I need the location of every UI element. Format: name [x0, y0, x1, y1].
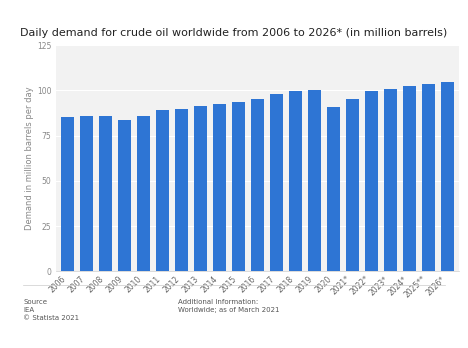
Bar: [99, 116, 112, 271]
Bar: [365, 92, 378, 271]
Bar: [289, 91, 302, 271]
Text: Additional Information:
Worldwide; as of March 2021: Additional Information: Worldwide; as of…: [178, 299, 279, 313]
Bar: [175, 109, 188, 271]
Bar: [156, 110, 169, 271]
Bar: [118, 120, 131, 271]
Y-axis label: Demand in million barrels per day: Demand in million barrels per day: [25, 87, 34, 230]
Bar: [213, 104, 226, 271]
Bar: [422, 84, 435, 271]
Bar: [440, 82, 454, 271]
Text: Source
IEA
© Statista 2021: Source IEA © Statista 2021: [23, 299, 80, 321]
Bar: [402, 86, 416, 271]
Bar: [270, 94, 283, 271]
Bar: [137, 116, 150, 271]
Bar: [308, 90, 321, 271]
Bar: [346, 98, 359, 271]
Bar: [251, 98, 264, 271]
Bar: [232, 102, 245, 271]
Bar: [80, 116, 93, 271]
Bar: [384, 89, 397, 271]
Bar: [327, 107, 340, 271]
Bar: [194, 106, 207, 271]
Text: Daily demand for crude oil worldwide from 2006 to 2026* (in million barrels): Daily demand for crude oil worldwide fro…: [21, 28, 447, 38]
Bar: [61, 117, 74, 271]
